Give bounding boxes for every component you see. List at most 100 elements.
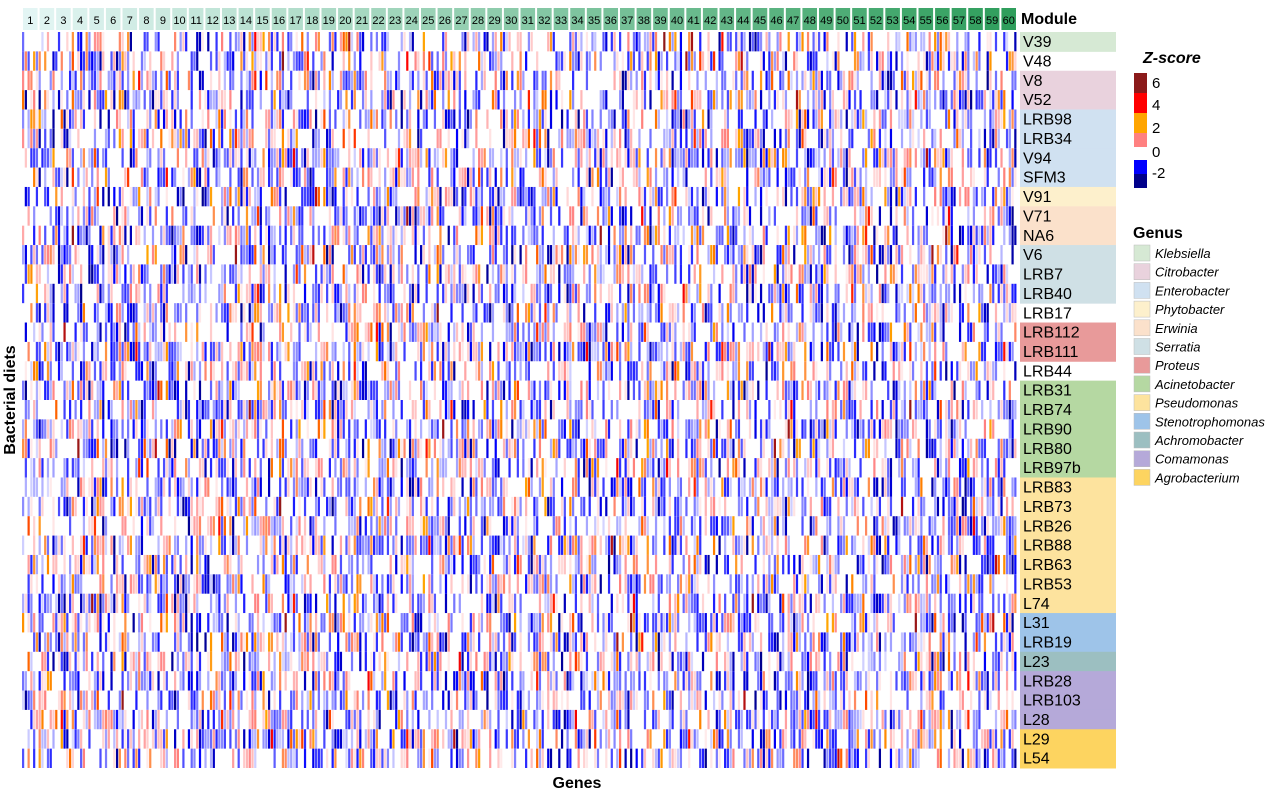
heatmap-cell xyxy=(818,186,821,207)
heatmap-cell xyxy=(994,128,998,149)
heatmap-cell xyxy=(420,438,423,459)
heatmap-cell xyxy=(956,90,959,110)
heatmap-cell xyxy=(873,128,876,149)
heatmap-cell xyxy=(46,186,50,207)
heatmap-cell xyxy=(815,264,818,284)
heatmap-cell xyxy=(22,225,25,246)
heatmap-cell xyxy=(848,322,851,342)
heatmap-cell xyxy=(63,283,66,304)
heatmap-cell xyxy=(616,186,619,207)
heatmap-cell xyxy=(934,167,937,187)
heatmap-cell xyxy=(502,206,506,226)
heatmap-cell xyxy=(279,361,282,381)
heatmap-cell xyxy=(433,245,437,265)
heatmap-cell xyxy=(693,477,696,497)
heatmap-cell xyxy=(992,419,995,439)
heatmap-cell xyxy=(759,438,763,459)
heatmap-cell xyxy=(74,70,77,91)
heatmap-cell xyxy=(433,361,437,381)
heatmap-cell xyxy=(27,400,30,420)
heatmap-cell xyxy=(279,90,282,110)
heatmap-cell xyxy=(616,341,619,362)
heatmap-cell xyxy=(754,419,757,439)
heatmap-cell xyxy=(594,225,597,246)
heatmap-cell xyxy=(71,361,74,381)
heatmap-cell xyxy=(458,283,461,304)
heatmap-cell xyxy=(342,32,345,52)
heatmap-cell xyxy=(809,438,812,459)
heatmap-cell xyxy=(234,186,238,207)
heatmap-cell xyxy=(414,51,417,71)
heatmap-cell xyxy=(453,225,456,246)
heatmap-cell xyxy=(41,458,44,478)
heatmap-cell xyxy=(735,51,738,71)
heatmap-cell xyxy=(903,167,906,187)
heatmap-cell xyxy=(381,32,384,52)
heatmap-cell xyxy=(555,90,558,110)
heatmap-cell xyxy=(82,70,86,91)
heatmap-cell xyxy=(776,245,779,265)
heatmap-cell xyxy=(93,128,97,149)
heatmap-cell xyxy=(538,109,542,129)
heatmap-cell xyxy=(751,380,754,400)
heatmap-cell xyxy=(149,322,152,342)
heatmap-cell xyxy=(704,400,707,420)
heatmap-cell xyxy=(251,51,254,71)
heatmap-cell xyxy=(889,206,893,226)
heatmap-cell xyxy=(298,419,301,439)
heatmap-cell xyxy=(771,438,774,459)
heatmap-cell xyxy=(223,148,226,168)
heatmap-cell xyxy=(911,458,915,478)
heatmap-cell xyxy=(906,419,909,439)
heatmap-cell xyxy=(558,380,561,400)
heatmap-cell xyxy=(505,283,508,304)
heatmap-cell xyxy=(146,361,149,381)
heatmap-cell xyxy=(447,128,450,149)
heatmap-cell xyxy=(35,438,39,459)
heatmap-cell xyxy=(193,225,196,246)
heatmap-cell xyxy=(436,167,439,187)
heatmap-cell xyxy=(610,206,613,226)
heatmap-cell xyxy=(558,70,561,91)
heatmap-cell xyxy=(218,400,221,420)
heatmap-cell xyxy=(154,90,157,110)
heatmap-cell xyxy=(118,322,121,342)
heatmap-cell xyxy=(248,225,251,246)
heatmap-cell xyxy=(450,380,453,400)
heatmap-cell xyxy=(674,341,677,362)
heatmap-cell xyxy=(577,167,580,187)
heatmap-cell xyxy=(248,400,251,420)
heatmap-cell xyxy=(33,458,36,478)
heatmap-cell xyxy=(889,400,893,420)
heatmap-cell xyxy=(171,90,174,110)
heatmap-cell xyxy=(245,419,249,439)
heatmap-cell xyxy=(1011,438,1014,459)
heatmap-cell xyxy=(787,400,790,420)
heatmap-cell xyxy=(607,186,611,207)
heatmap-cell xyxy=(549,186,553,207)
heatmap-cell xyxy=(306,322,309,342)
heatmap-cell xyxy=(994,32,998,52)
heatmap-cell xyxy=(494,51,497,71)
heatmap-cell xyxy=(958,458,962,478)
heatmap-cell xyxy=(395,109,398,129)
heatmap-cell xyxy=(889,90,893,110)
heatmap-cell xyxy=(1014,148,1017,168)
heatmap-cell xyxy=(312,361,315,381)
heatmap-cell xyxy=(229,303,232,323)
heatmap-cell xyxy=(243,128,246,149)
heatmap-cell xyxy=(632,264,636,284)
heatmap-cell xyxy=(685,148,688,168)
heatmap-cell xyxy=(129,303,132,323)
heatmap-cell xyxy=(983,245,987,265)
heatmap-cell xyxy=(958,322,962,342)
heatmap-cell xyxy=(403,206,406,226)
heatmap-cell xyxy=(519,51,522,71)
heatmap-cell xyxy=(895,380,898,400)
heatmap-cell xyxy=(91,438,94,459)
heatmap-cell xyxy=(273,303,276,323)
heatmap-cell xyxy=(665,264,669,284)
heatmap-cell xyxy=(975,361,978,381)
heatmap-cell xyxy=(536,90,539,110)
heatmap-cell xyxy=(104,438,108,459)
